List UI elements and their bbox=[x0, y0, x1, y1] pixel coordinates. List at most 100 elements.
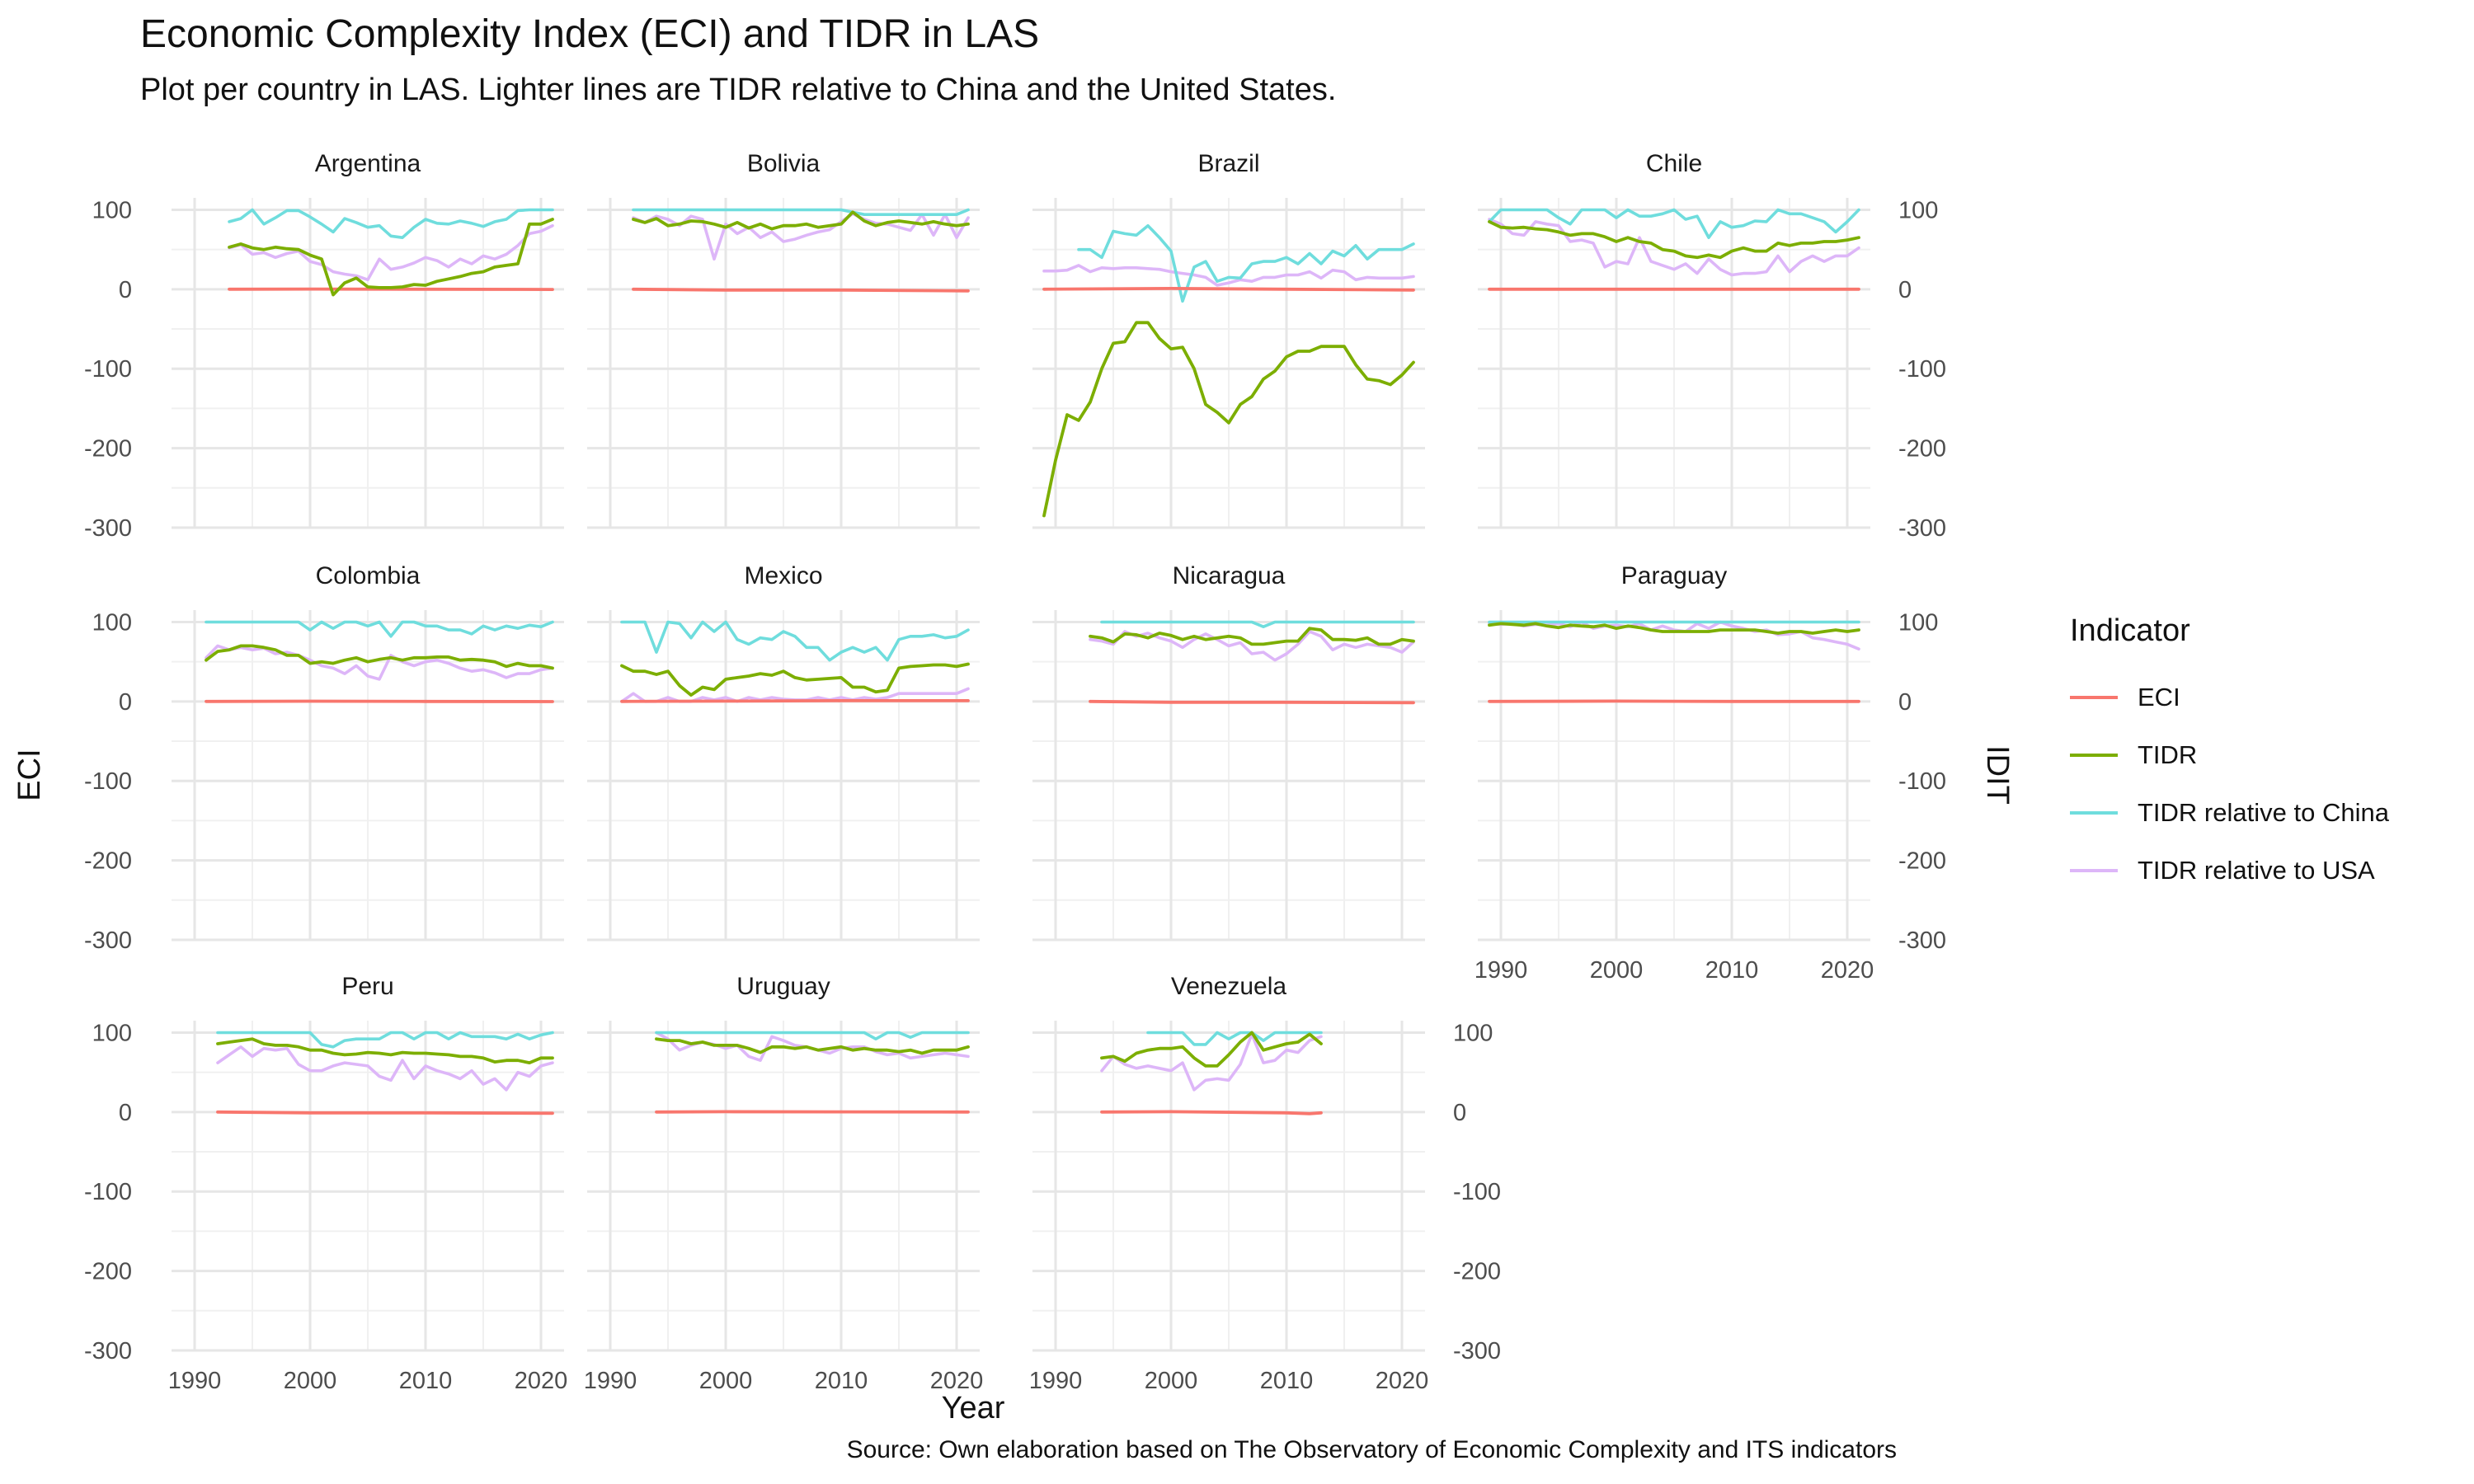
y-tick-label: 100 bbox=[92, 197, 132, 223]
y-tick-label: 100 bbox=[92, 609, 132, 636]
legend-item-tidr-relative-to-china: TIDR relative to China bbox=[2070, 784, 2389, 842]
series-line-tidr-relative-to-china bbox=[1100, 620, 1415, 629]
series-line-tidr bbox=[1100, 1031, 1323, 1068]
panel-title: Argentina bbox=[315, 150, 421, 177]
legend-label: TIDR relative to China bbox=[2138, 798, 2389, 827]
series-line-tidr bbox=[205, 644, 554, 670]
legend-items: ECI TIDR TIDR relative to China TIDR relati… bbox=[2070, 669, 2389, 899]
x-tick-label: 2010 bbox=[1705, 957, 1759, 984]
y-tick-label: -100 bbox=[84, 356, 132, 383]
chart-title: Economic Complexity Index (ECI) and TIDR… bbox=[140, 12, 1040, 56]
x-tick-label: 1990 bbox=[1475, 957, 1528, 984]
y-tick-label-right: -100 bbox=[1898, 768, 1946, 795]
legend-item-eci: ECI bbox=[2070, 669, 2389, 726]
x-tick-label: 2000 bbox=[1590, 957, 1644, 984]
y-tick-label-right: 100 bbox=[1898, 197, 1938, 223]
panel-peru: Peru -300 -200 -100 0 100 1990 2000 2010 2020 bbox=[84, 973, 567, 1394]
x-tick-label: 2010 bbox=[1260, 1368, 1314, 1394]
series-line-tidr-relative-to-china bbox=[655, 1031, 970, 1040]
series-line-eci bbox=[620, 699, 970, 703]
series-line-eci bbox=[632, 287, 970, 293]
series-line-tidr bbox=[216, 1037, 554, 1064]
x-tick-label: 1990 bbox=[168, 1368, 222, 1394]
y-tick-label-right: -100 bbox=[1453, 1179, 1501, 1205]
panel-mexico: Mexico bbox=[587, 562, 980, 942]
series-line-tidr-relative-to-china bbox=[1146, 1031, 1323, 1046]
y-tick-label: 0 bbox=[119, 1100, 132, 1126]
y-tick-label: -300 bbox=[84, 928, 132, 954]
chart-caption: Source: Own elaboration based on The Obs… bbox=[846, 1436, 1897, 1463]
series-line-tidr-relative-to-usa bbox=[1100, 1032, 1323, 1092]
series-line-tidr-relative-to-china bbox=[620, 620, 970, 662]
x-tick-label: 2010 bbox=[399, 1368, 453, 1394]
legend-key-line bbox=[2070, 811, 2118, 815]
panel-title: Venezuela bbox=[1171, 973, 1286, 1000]
y-tick-label-right: -300 bbox=[1898, 515, 1946, 542]
series-line-tidr bbox=[1488, 622, 1860, 635]
series-line-tidr bbox=[655, 1037, 970, 1055]
series-line-eci bbox=[1042, 286, 1415, 292]
y-tick-label: 0 bbox=[119, 277, 132, 303]
series-line-tidr-relative-to-usa bbox=[655, 1031, 970, 1062]
y-tick-label-right: 0 bbox=[1898, 689, 1912, 716]
x-tick-label: 2020 bbox=[930, 1368, 984, 1394]
legend-label: TIDR relative to USA bbox=[2138, 856, 2375, 885]
series-line-tidr bbox=[1089, 627, 1415, 646]
y-tick-label: -200 bbox=[84, 1259, 132, 1285]
x-tick-label: 2010 bbox=[815, 1368, 868, 1394]
series-line-tidr-relative-to-usa bbox=[228, 223, 554, 282]
series-line-tidr-relative-to-china bbox=[216, 1031, 554, 1049]
panel-venezuela: Venezuela -300 -200 -100 0 100 1990 2000 2010 202… bbox=[1029, 973, 1501, 1394]
panel-title: Colombia bbox=[316, 562, 421, 589]
panel-title: Mexico bbox=[744, 562, 822, 589]
y-axis-title-secondary: IDIT bbox=[1980, 745, 2015, 805]
panel-colombia: Colombia -300 -200 -100 0 100 bbox=[84, 562, 564, 954]
panel-argentina: Argentina -300 -200 -100 0 100 bbox=[84, 150, 564, 542]
panel-brazil: Brazil bbox=[1032, 150, 1425, 529]
y-tick-label-right: -200 bbox=[1453, 1259, 1501, 1285]
series-line-tidr-relative-to-china bbox=[205, 620, 554, 638]
y-tick-label-right: 100 bbox=[1453, 1020, 1493, 1046]
series-line-tidr-relative-to-usa bbox=[1089, 630, 1415, 662]
legend-label: ECI bbox=[2138, 683, 2180, 711]
y-tick-label: 100 bbox=[92, 1020, 132, 1046]
series-line-tidr-relative-to-usa bbox=[1042, 264, 1415, 287]
x-tick-label: 1990 bbox=[1029, 1368, 1083, 1394]
panel-title: Nicaragua bbox=[1173, 562, 1286, 589]
x-axis-title: Year bbox=[942, 1391, 1005, 1425]
series-line-eci bbox=[1100, 1110, 1323, 1115]
y-tick-label: -300 bbox=[84, 1338, 132, 1364]
chart-subtitle: Plot per country in LAS. Lighter lines a… bbox=[140, 73, 1337, 107]
series-line-tidr bbox=[228, 218, 554, 297]
x-tick-label: 2020 bbox=[1821, 957, 1874, 984]
series-line-tidr bbox=[620, 662, 970, 697]
series-line-tidr-relative-to-china bbox=[1488, 208, 1860, 240]
x-tick-label: 2020 bbox=[515, 1368, 568, 1394]
legend-key-line bbox=[2070, 754, 2118, 757]
series-line-eci bbox=[216, 1110, 554, 1115]
y-tick-label: 0 bbox=[119, 689, 132, 716]
panel-title: Uruguay bbox=[736, 973, 830, 1000]
y-tick-label-right: 0 bbox=[1898, 277, 1912, 303]
legend: Indicator ECI TIDR TIDR relative to China T… bbox=[2070, 613, 2389, 899]
x-tick-label: 2000 bbox=[284, 1368, 337, 1394]
panel-chile: Chile -300 -200 -100 0 100 bbox=[1478, 150, 1946, 542]
series-line-tidr bbox=[1488, 219, 1860, 260]
y-axis-title: ECI bbox=[12, 749, 47, 801]
y-tick-label: -200 bbox=[84, 848, 132, 875]
y-tick-label-right: -100 bbox=[1898, 356, 1946, 383]
x-tick-label: 2000 bbox=[699, 1368, 753, 1394]
panel-title: Chile bbox=[1646, 150, 1702, 177]
panel-paraguay: Paraguay -300 -200 -100 0 100 1990 2000 2010 2020 bbox=[1475, 562, 1946, 984]
y-tick-label-right: 100 bbox=[1898, 609, 1938, 636]
legend-item-tidr-relative-to-usa: TIDR relative to USA bbox=[2070, 842, 2389, 899]
panel-bolivia: Bolivia bbox=[587, 150, 980, 529]
x-tick-label: 2000 bbox=[1145, 1368, 1198, 1394]
legend-key-line bbox=[2070, 869, 2118, 872]
panel-title: Brazil bbox=[1197, 150, 1259, 177]
y-tick-label: -100 bbox=[84, 1179, 132, 1205]
x-tick-label: 2020 bbox=[1376, 1368, 1429, 1394]
series-line-tidr-relative-to-usa bbox=[632, 212, 970, 261]
panel-nicaragua: Nicaragua bbox=[1032, 562, 1425, 942]
